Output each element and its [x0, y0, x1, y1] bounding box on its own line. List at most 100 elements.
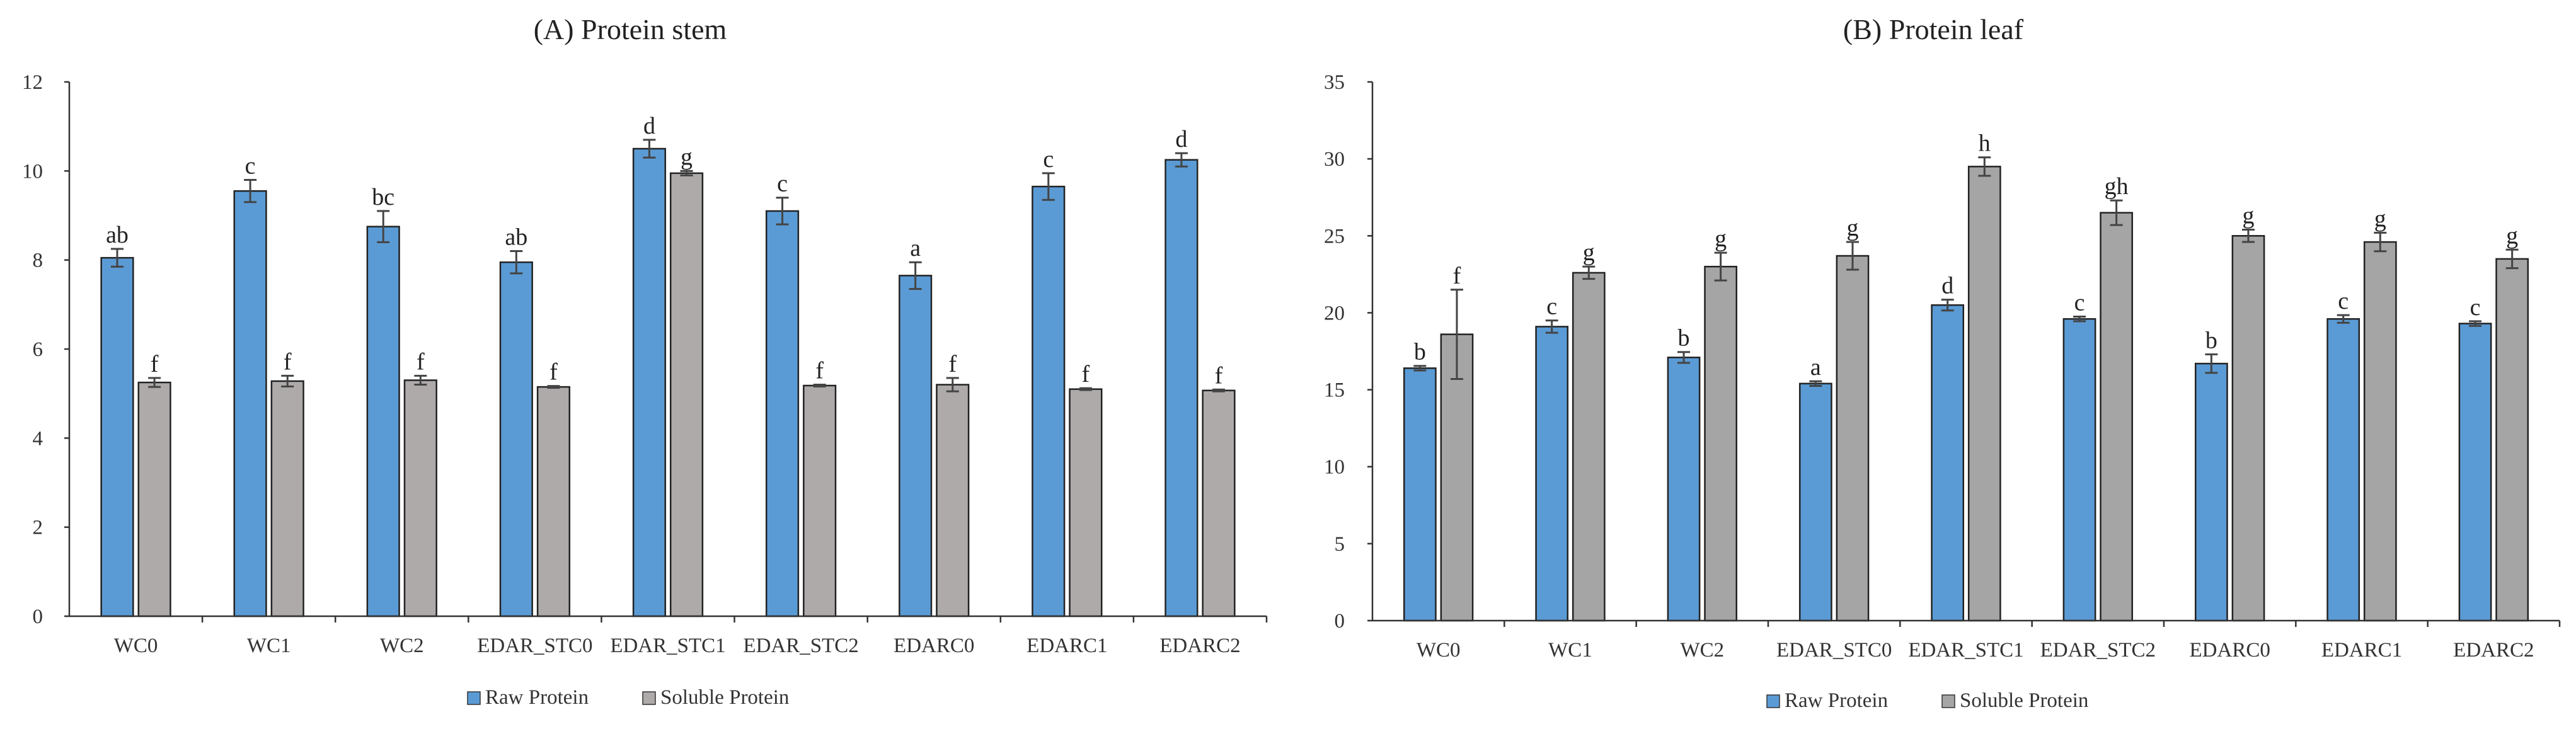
significance-label: c	[1043, 146, 1054, 173]
legend: Raw Protein Soluble Protein	[467, 686, 789, 709]
x-tick-label: WC1	[247, 634, 291, 657]
significance-label: f	[549, 359, 558, 386]
x-tick-label: EDARC1	[2321, 639, 2402, 662]
bar-raw-protein	[2326, 318, 2360, 622]
significance-label: h	[1979, 130, 1991, 157]
bar-soluble-protein	[1572, 272, 1606, 622]
y-tick-label: 25	[1324, 225, 1345, 248]
y-tick-label: 0	[1335, 610, 1345, 633]
bar-soluble-protein	[1202, 389, 1236, 617]
bar-raw-protein	[1931, 304, 1965, 622]
significance-label: f	[948, 351, 957, 377]
y-tick-label: 5	[1335, 533, 1345, 556]
legend-label-soluble-protein: Soluble Protein	[660, 686, 789, 709]
significance-label: c	[2338, 288, 2349, 314]
y-tick-label: 15	[1324, 379, 1345, 402]
bar-soluble-protein	[2231, 235, 2265, 622]
significance-label: f	[1453, 263, 1461, 289]
bar-soluble-protein	[1836, 255, 1870, 622]
bar-soluble-protein	[2363, 241, 2397, 622]
y-tick-label: 6	[33, 338, 43, 361]
bar-raw-protein	[2194, 362, 2228, 622]
significance-label: g	[2374, 205, 2386, 232]
bar-raw-protein	[632, 147, 667, 617]
x-tick-label: WC2	[1680, 639, 1724, 662]
significance-label: c	[2470, 294, 2481, 321]
chart-title: (A) Protein stem	[534, 13, 727, 45]
legend-swatch-raw-protein	[467, 691, 481, 705]
x-tick-label: EDARC2	[2453, 639, 2534, 662]
bar-soluble-protein	[403, 379, 437, 617]
legend-label-soluble-protein: Soluble Protein	[1960, 689, 2088, 712]
y-tick-label: 20	[1324, 302, 1345, 324]
significance-label: gh	[2105, 173, 2129, 200]
significance-label: b	[1678, 325, 1690, 352]
significance-label: c	[777, 171, 788, 197]
x-tick-label: EDARC1	[1026, 634, 1107, 657]
bar-raw-protein	[1798, 382, 1832, 622]
bar-soluble-protein	[536, 386, 571, 617]
significance-label: d	[1941, 273, 1953, 299]
significance-label: d	[1175, 126, 1187, 152]
bar-soluble-protein	[270, 380, 304, 617]
bar-raw-protein	[100, 256, 134, 617]
significance-label: b	[2205, 327, 2217, 353]
bar-soluble-protein	[2495, 258, 2529, 622]
x-tick-label: EDARC0	[2189, 639, 2270, 662]
x-tick-label: WC1	[1548, 639, 1592, 662]
x-tick-label: EDAR_STC2	[2040, 639, 2156, 662]
significance-label: f	[1215, 362, 1223, 389]
significance-label: g	[681, 144, 693, 170]
significance-label: ab	[106, 222, 129, 248]
significance-label: g	[2242, 203, 2254, 229]
x-tick-label: EDAR_STC1	[1908, 639, 2023, 662]
significance-label: a	[910, 235, 921, 261]
y-tick-label: 0	[33, 606, 43, 628]
y-tick-label: 10	[1324, 456, 1345, 479]
bar-soluble-protein	[1967, 166, 2001, 622]
bar-raw-protein	[1667, 357, 1701, 622]
significance-label: f	[1082, 361, 1090, 387]
legend-swatch-soluble-protein	[1941, 694, 1955, 708]
bar-raw-protein	[1403, 367, 1437, 622]
bar-raw-protein	[233, 190, 267, 617]
significance-label: d	[643, 113, 655, 139]
significance-label: f	[284, 348, 292, 375]
y-tick-label: 8	[33, 250, 43, 272]
legend-label-raw-protein: Raw Protein	[1785, 689, 1888, 712]
x-tick-label: EDAR_STC0	[1776, 639, 1892, 662]
significance-label: f	[417, 348, 425, 375]
y-tick-label: 4	[33, 427, 43, 450]
bar-soluble-protein	[1704, 265, 1738, 622]
y-tick-label: 12	[22, 71, 43, 94]
bar-raw-protein	[765, 210, 800, 617]
y-tick-label: 10	[22, 160, 43, 183]
legend-label-raw-protein: Raw Protein	[485, 686, 589, 709]
legend: Raw Protein Soluble Protein	[1766, 689, 2088, 712]
bar-raw-protein	[499, 261, 533, 617]
bar-raw-protein	[2458, 323, 2492, 622]
y-tick-label: 30	[1324, 148, 1345, 171]
x-tick-label: WC0	[1417, 639, 1461, 662]
significance-label: g	[1583, 239, 1595, 266]
bar-soluble-protein	[803, 384, 837, 617]
significance-label: bc	[372, 184, 394, 210]
significance-label: c	[2074, 290, 2085, 316]
significance-label: g	[2506, 222, 2518, 249]
legend-swatch-soluble-protein	[642, 691, 656, 705]
bar-raw-protein	[1535, 326, 1569, 622]
significance-label: g	[1846, 215, 1858, 241]
x-tick-label: EDAR_STC0	[477, 634, 592, 657]
x-tick-label: EDAR_STC1	[610, 634, 725, 657]
legend-swatch-raw-protein	[1766, 694, 1780, 708]
bar-soluble-protein	[936, 384, 970, 617]
bar-raw-protein	[1164, 159, 1199, 617]
significance-label: g	[1715, 226, 1727, 252]
significance-label: c	[245, 152, 256, 179]
x-tick-label: EDARC2	[1159, 634, 1240, 657]
bar-raw-protein	[2062, 318, 2096, 622]
significance-label: f	[815, 358, 824, 384]
chart-title: (B) Protein leaf	[1843, 13, 2024, 45]
